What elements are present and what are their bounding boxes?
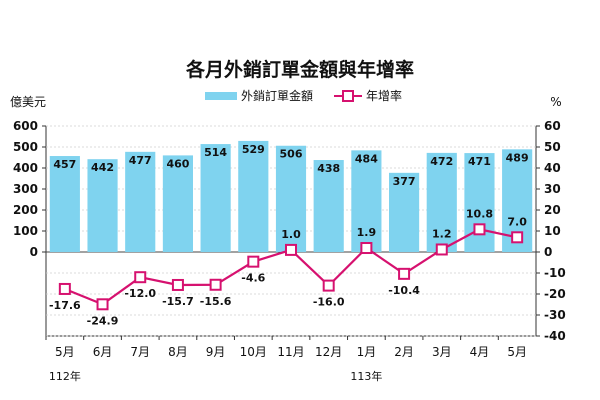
- bar-value-label: 438: [317, 162, 340, 175]
- y-right-tick-label: 30: [544, 182, 561, 196]
- line-marker: [247, 255, 260, 268]
- line-marker: [96, 298, 109, 311]
- chart-title: 各月外銷訂單金額與年增率: [185, 58, 414, 81]
- bar-value-label: 506: [280, 148, 303, 161]
- legend-bar-label: 外銷訂單金額: [241, 88, 313, 103]
- line-marker: [171, 278, 184, 291]
- y-right-axis-title: %: [550, 95, 561, 109]
- x-tick-label: 9月: [206, 345, 226, 359]
- line-marker: [58, 282, 71, 295]
- line-value-label: -10.4: [388, 284, 420, 297]
- x-tick-label: 11月: [277, 345, 304, 359]
- bar: [426, 152, 457, 252]
- y-right-tick-label: 10: [544, 224, 561, 238]
- y-left-tick-label: 600: [13, 119, 38, 133]
- line-marker: [134, 271, 147, 284]
- bar: [238, 140, 269, 252]
- year-label: 112年: [49, 369, 81, 383]
- line-marker: [209, 278, 222, 291]
- y-right-tick-label: -40: [544, 329, 566, 343]
- x-tick-label: 7月: [130, 345, 150, 359]
- line-marker: [511, 231, 524, 244]
- line-marker: [322, 279, 335, 292]
- y-right-tick-label: 50: [544, 140, 561, 154]
- bar: [162, 155, 193, 252]
- bar-value-label: 460: [166, 157, 189, 170]
- x-tick-label: 5月: [507, 345, 527, 359]
- bar-value-label: 377: [393, 175, 416, 188]
- x-tick-label: 12月: [315, 345, 342, 359]
- line-value-label: 1.2: [432, 227, 452, 240]
- x-tick-label: 4月: [470, 345, 490, 359]
- bar-value-label: 457: [53, 158, 76, 171]
- legend-bar-swatch: [205, 92, 237, 100]
- line-marker: [435, 243, 448, 256]
- y-left-tick-label: 400: [13, 161, 38, 175]
- bar-value-label: 472: [430, 155, 453, 168]
- bar-value-label: 442: [91, 161, 114, 174]
- x-tick-label: 1月: [357, 345, 377, 359]
- line-marker: [285, 243, 297, 256]
- line-value-label: 7.0: [507, 215, 527, 228]
- x-tick-label: 3月: [432, 345, 452, 359]
- y-left-tick-label: 0: [30, 245, 38, 259]
- legend-line-label: 年增率: [366, 88, 402, 103]
- line-value-label: -15.6: [200, 295, 232, 308]
- y-right-tick-label: -10: [544, 266, 566, 280]
- line-value-label: -24.9: [87, 314, 119, 327]
- line-value-label: 10.8: [466, 207, 493, 220]
- x-tick-label: 6月: [93, 345, 113, 359]
- bar-value-label: 484: [355, 152, 378, 165]
- bar-value-label: 514: [204, 146, 227, 159]
- y-left-tick-label: 100: [13, 224, 38, 238]
- x-tick-label: 8月: [168, 345, 188, 359]
- line-value-label: 1.9: [357, 226, 377, 239]
- y-right-tick-label: 40: [544, 161, 561, 175]
- line-value-label: -17.6: [49, 299, 81, 312]
- y-right-tick-label: -30: [544, 308, 566, 322]
- bar: [275, 145, 307, 252]
- line-value-label: -12.0: [124, 287, 156, 300]
- bar: [313, 160, 344, 252]
- line-marker: [398, 267, 411, 280]
- x-tick-label: 5月: [55, 345, 75, 359]
- line-value-label: 1.0: [281, 228, 301, 241]
- bar: [49, 156, 80, 252]
- line-marker: [360, 242, 373, 255]
- legend: 外銷訂單金額 年增率: [205, 88, 402, 103]
- bar: [200, 144, 231, 252]
- y-right-tick-label: 20: [544, 203, 561, 217]
- x-tick-label: 10月: [240, 345, 267, 359]
- bar-value-label: 529: [242, 143, 265, 156]
- y-left-tick-label: 500: [13, 140, 38, 154]
- line-marker: [473, 223, 486, 236]
- bar: [351, 150, 382, 252]
- bar-value-label: 477: [129, 154, 152, 167]
- y-right-tick-label: 0: [544, 245, 552, 259]
- bar-value-label: 471: [468, 155, 491, 168]
- bar-value-label: 489: [506, 151, 529, 164]
- year-label: 113年: [350, 369, 382, 383]
- y-left-tick-label: 300: [13, 182, 38, 196]
- line-value-label: -4.6: [241, 272, 265, 285]
- x-tick-label: 2月: [394, 345, 414, 359]
- bar: [87, 159, 118, 252]
- line-value-label: -16.0: [313, 296, 345, 309]
- bar: [125, 151, 156, 252]
- legend-line-marker: [342, 90, 354, 102]
- y-right-tick-label: -20: [544, 287, 566, 301]
- y-left-tick-label: 200: [13, 203, 38, 217]
- y-left-axis-title: 億美元: [10, 95, 46, 109]
- y-right-tick-label: 60: [544, 119, 561, 133]
- bar: [389, 172, 420, 252]
- line-value-label: -15.7: [162, 295, 194, 308]
